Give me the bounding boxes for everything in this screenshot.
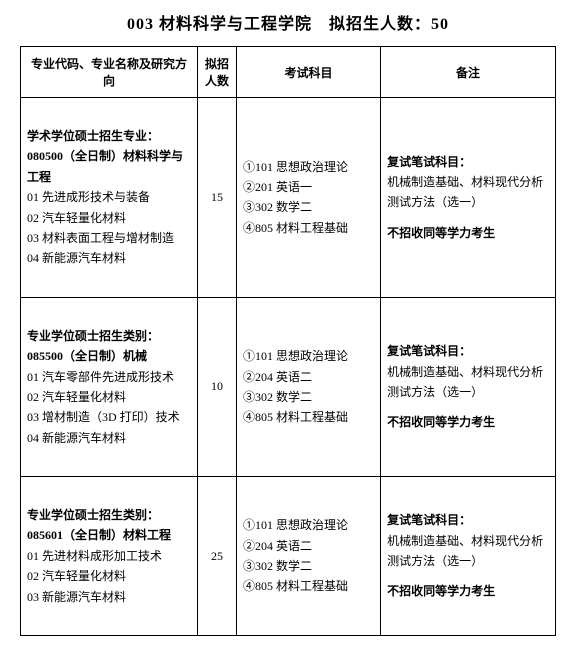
table-row: 专业学位硕士招生类别：085500（全日制）机械01 汽车零部件先进成形技术02… [21, 297, 556, 476]
major-direction-item: 04 新能源汽车材料 [27, 428, 191, 448]
cell-major: 专业学位硕士招生类别：085500（全日制）机械01 汽车零部件先进成形技术02… [21, 297, 198, 476]
major-direction-item: 01 先进材料成形加工技术 [27, 546, 191, 566]
exam-subject-item: ②204 英语二 [243, 367, 374, 387]
page-title: 003 材料科学与工程学院 拟招生人数：50 [20, 10, 556, 34]
note-body: 机械制造基础、材料现代分析测试方法（选一） [387, 362, 549, 403]
table-row: 专业学位硕士招生类别：085601（全日制）材料工程01 先进材料成形加工技术0… [21, 477, 556, 636]
exam-subject-item: ④805 材料工程基础 [243, 407, 374, 427]
major-direction-item: 02 汽车轻量化材料 [27, 208, 191, 228]
note-reject: 不招收同等学力考生 [387, 412, 549, 432]
cell-note: 复试笔试科目：机械制造基础、材料现代分析测试方法（选一） 不招收同等学力考生 [381, 477, 556, 636]
cell-count: 15 [197, 98, 236, 298]
cell-major: 专业学位硕士招生类别：085601（全日制）材料工程01 先进材料成形加工技术0… [21, 477, 198, 636]
exam-subject-item: ③302 数学二 [243, 556, 374, 576]
note-title: 复试笔试科目： [387, 510, 549, 530]
major-direction-item: 01 先进成形技术与装备 [27, 187, 191, 207]
exam-subject-item: ①101 思想政治理论 [243, 515, 374, 535]
note-reject: 不招收同等学力考生 [387, 223, 549, 243]
major-direction-item: 04 新能源汽车材料 [27, 248, 191, 268]
cell-major: 学术学位硕士招生专业：080500（全日制）材料科学与工程01 先进成形技术与装… [21, 98, 198, 298]
major-direction-item: 02 汽车轻量化材料 [27, 387, 191, 407]
note-title: 复试笔试科目： [387, 341, 549, 361]
major-code-line: 080500（全日制）材料科学与工程 [27, 146, 191, 187]
exam-subject-item: ②201 英语一 [243, 177, 374, 197]
major-direction-item: 03 增材制造（3D 打印）技术 [27, 407, 191, 427]
major-direction-item: 02 汽车轻量化材料 [27, 566, 191, 586]
major-code-line: 085601（全日制）材料工程 [27, 525, 191, 545]
exam-subject-item: ①101 思想政治理论 [243, 346, 374, 366]
note-body: 机械制造基础、材料现代分析测试方法（选一） [387, 531, 549, 572]
note-reject: 不招收同等学力考生 [387, 581, 549, 601]
major-header-line: 学术学位硕士招生专业： [27, 126, 191, 146]
exam-subject-item: ③302 数学二 [243, 197, 374, 217]
cell-note: 复试笔试科目：机械制造基础、材料现代分析测试方法（选一） 不招收同等学力考生 [381, 297, 556, 476]
exam-subject-item: ①101 思想政治理论 [243, 157, 374, 177]
exam-subject-item: ③302 数学二 [243, 387, 374, 407]
major-direction-item: 03 材料表面工程与增材制造 [27, 228, 191, 248]
cell-count: 25 [197, 477, 236, 636]
major-direction-item: 03 新能源汽车材料 [27, 587, 191, 607]
cell-note: 复试笔试科目：机械制造基础、材料现代分析测试方法（选一） 不招收同等学力考生 [381, 98, 556, 298]
cell-exam: ①101 思想政治理论②201 英语一③302 数学二④805 材料工程基础 [237, 98, 381, 298]
header-count: 拟招人数 [197, 47, 236, 98]
major-header-line: 专业学位硕士招生类别： [27, 326, 191, 346]
major-header-line: 专业学位硕士招生类别： [27, 505, 191, 525]
cell-exam: ①101 思想政治理论②204 英语二③302 数学二④805 材料工程基础 [237, 297, 381, 476]
note-title: 复试笔试科目： [387, 152, 549, 172]
exam-subject-item: ④805 材料工程基础 [243, 218, 374, 238]
exam-subject-item: ④805 材料工程基础 [243, 576, 374, 596]
admissions-table: 专业代码、专业名称及研究方向 拟招人数 考试科目 备注 学术学位硕士招生专业：0… [20, 46, 556, 636]
major-direction-item: 01 汽车零部件先进成形技术 [27, 367, 191, 387]
major-code-line: 085500（全日制）机械 [27, 346, 191, 366]
table-row: 学术学位硕士招生专业：080500（全日制）材料科学与工程01 先进成形技术与装… [21, 98, 556, 298]
cell-exam: ①101 思想政治理论②204 英语二③302 数学二④805 材料工程基础 [237, 477, 381, 636]
table-header-row: 专业代码、专业名称及研究方向 拟招人数 考试科目 备注 [21, 47, 556, 98]
note-body: 机械制造基础、材料现代分析测试方法（选一） [387, 172, 549, 213]
exam-subject-item: ②204 英语二 [243, 536, 374, 556]
cell-count: 10 [197, 297, 236, 476]
header-note: 备注 [381, 47, 556, 98]
header-exam: 考试科目 [237, 47, 381, 98]
header-major: 专业代码、专业名称及研究方向 [21, 47, 198, 98]
